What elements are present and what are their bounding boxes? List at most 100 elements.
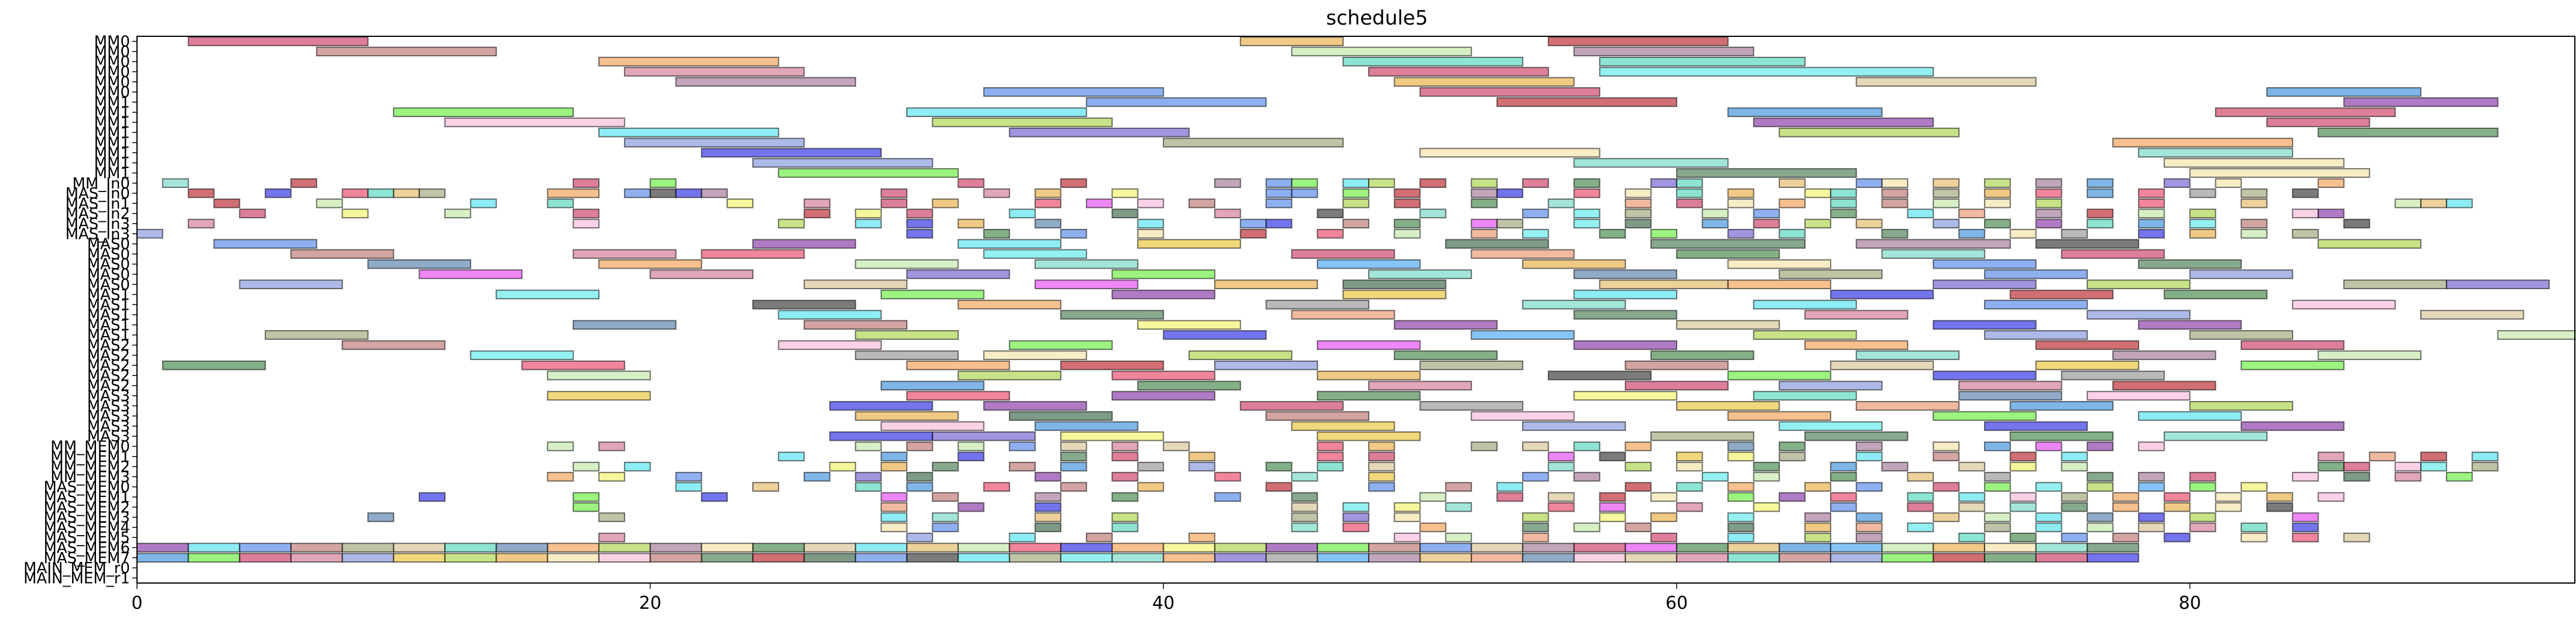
task-bar-256 xyxy=(1599,279,1729,290)
task-bar-529 xyxy=(1393,502,1421,512)
task-bar-464 xyxy=(1830,472,1857,482)
task-bar-628 xyxy=(1214,543,1267,553)
task-bar-150 xyxy=(1419,208,1447,218)
task-bar-501 xyxy=(931,492,959,502)
task-bar-106 xyxy=(2241,188,2268,198)
task-bar-651 xyxy=(393,553,446,563)
task-bar-281 xyxy=(1804,310,1909,320)
task-bar-152 xyxy=(1573,208,1601,218)
task-bar-88 xyxy=(1291,188,1318,198)
task-bar-197 xyxy=(1137,229,1164,239)
task-bar-609 xyxy=(239,543,292,553)
y-axis: MM0MM0MM0MM0MM0MM0MM1MM1MM1MM1MM1MM1MM1M… xyxy=(23,33,137,587)
task-bar-223 xyxy=(2317,239,2422,249)
y-tick-label: MM1 xyxy=(94,135,130,152)
task-bar-23 xyxy=(1727,107,1883,117)
task-bar-254 xyxy=(1214,279,1318,290)
task-bar-53 xyxy=(1291,178,1318,188)
task-bar-249 xyxy=(1984,269,2088,279)
task-bar-582 xyxy=(2087,522,2114,533)
task-bar-681 xyxy=(1933,553,1985,563)
task-bar-353 xyxy=(1676,401,1780,411)
task-bar-81 xyxy=(675,188,703,198)
task-bar-588 xyxy=(906,532,933,543)
task-bar-16 xyxy=(1419,87,1601,97)
task-bar-318 xyxy=(906,360,1010,371)
task-bar-156 xyxy=(1830,208,1857,218)
task-bar-18 xyxy=(1085,97,1267,107)
task-bar-389 xyxy=(1368,441,1395,451)
task-bar-328 xyxy=(1111,371,1215,381)
task-bar-456 xyxy=(1111,472,1139,482)
task-bar-571 xyxy=(1342,522,1369,533)
task-bar-137 xyxy=(2420,198,2447,208)
task-bar-199 xyxy=(1317,229,1344,239)
task-bar-30 xyxy=(1009,128,1190,138)
task-bar-244 xyxy=(906,269,1010,279)
y-tick-label: MAS1 xyxy=(87,296,130,314)
task-bar-269 xyxy=(2163,289,2268,300)
task-bar-505 xyxy=(1291,492,1318,502)
task-bar-423 xyxy=(573,461,600,472)
task-bar-92 xyxy=(1496,188,1523,198)
task-bar-493 xyxy=(2087,482,2114,492)
task-bar-62 xyxy=(1779,178,1806,188)
task-bar-565 xyxy=(2291,512,2319,522)
task-bar-366 xyxy=(1291,421,1395,431)
task-bar-300 xyxy=(777,340,882,350)
task-bar-504 xyxy=(1214,492,1241,502)
task-bar-313 xyxy=(1855,350,1960,361)
task-bar-451 xyxy=(675,472,703,482)
task-bar-245 xyxy=(1111,269,1215,279)
task-bar-158 xyxy=(1958,208,1985,218)
task-bar-136 xyxy=(2395,198,2422,208)
task-bar-477 xyxy=(906,482,933,492)
task-bar-664 xyxy=(1060,553,1113,563)
task-bar-454 xyxy=(906,472,933,482)
task-bar-479 xyxy=(1060,482,1087,492)
task-bar-4 xyxy=(1291,46,1472,57)
task-bar-539 xyxy=(2061,502,2088,512)
task-bar-652 xyxy=(444,553,497,563)
task-bar-412 xyxy=(1676,451,1703,462)
task-bar-334 xyxy=(881,381,985,390)
y-tick-label: MAS_MEM5 xyxy=(43,529,130,547)
y-tick-label: MAS_In1 xyxy=(66,195,130,212)
task-bar-409 xyxy=(1368,451,1395,462)
task-bar-402 xyxy=(777,451,805,462)
task-bar-46 xyxy=(290,178,317,188)
task-bar-616 xyxy=(598,543,651,553)
task-bar-225 xyxy=(573,249,677,259)
task-bar-419 xyxy=(2317,451,2345,462)
task-bar-569 xyxy=(1111,522,1139,533)
chart-title: schedule5 xyxy=(1326,6,1428,30)
task-bar-381 xyxy=(855,441,882,451)
task-bar-581 xyxy=(2035,522,2063,533)
task-bar-109 xyxy=(316,198,343,208)
task-bar-677 xyxy=(1727,553,1780,563)
task-bar-458 xyxy=(1291,472,1318,482)
task-bar-538 xyxy=(2009,502,2037,512)
task-bar-169 xyxy=(906,218,933,229)
task-bar-421 xyxy=(2420,451,2447,462)
task-bar-526 xyxy=(1034,502,1061,512)
task-bar-579 xyxy=(1907,522,1934,533)
task-bar-63 xyxy=(1855,178,1883,188)
task-bar-653 xyxy=(495,553,549,563)
task-bar-432 xyxy=(1265,461,1293,472)
task-bar-299 xyxy=(341,340,446,350)
task-bar-119 xyxy=(1188,198,1215,208)
task-bar-132 xyxy=(1984,198,2011,208)
task-bar-100 xyxy=(1933,188,1960,198)
task-bar-465 xyxy=(1907,472,1934,482)
task-bar-514 xyxy=(1907,492,1934,502)
task-bar-11 xyxy=(1599,67,1934,77)
x-axis: 0 20 40 60 80 xyxy=(131,583,2201,613)
task-bar-390 xyxy=(1471,441,1498,451)
task-bar-285 xyxy=(803,320,907,330)
task-bar-186 xyxy=(1984,218,2011,229)
task-bar-603 xyxy=(2163,532,2191,543)
task-bar-44 xyxy=(2189,168,2371,178)
task-bar-676 xyxy=(1676,553,1729,563)
task-bar-508 xyxy=(1547,492,1575,502)
